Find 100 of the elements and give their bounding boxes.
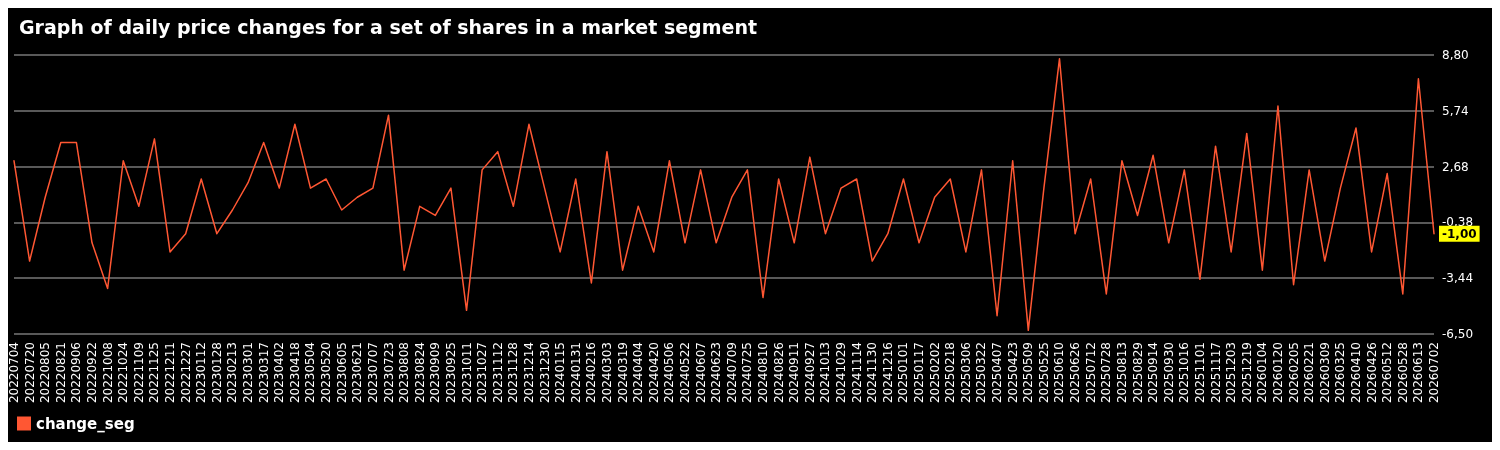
x-tick-label: 20250423 bbox=[1005, 342, 1020, 404]
x-tick-label: 20250712 bbox=[1083, 342, 1098, 404]
x-tick-label: 20260702 bbox=[1427, 342, 1441, 404]
y-tick-label: 8,80 bbox=[1442, 48, 1469, 62]
x-tick-label: 20240319 bbox=[615, 342, 630, 404]
x-tick-label: 20240115 bbox=[553, 342, 568, 404]
x-tick-label: 20251101 bbox=[1192, 342, 1207, 404]
x-tick-label: 20250218 bbox=[943, 342, 958, 404]
x-tick-label: 20250322 bbox=[974, 342, 989, 404]
x-tick-label: 20240709 bbox=[724, 342, 739, 404]
line-series bbox=[13, 57, 1435, 332]
x-tick-label: 20221109 bbox=[131, 342, 146, 404]
y-tick-label: 2,68 bbox=[1442, 159, 1469, 174]
x-tick-label: 20221227 bbox=[178, 342, 193, 404]
x-tick-label: 20241013 bbox=[818, 342, 833, 404]
y-tick-label: -6,50 bbox=[1442, 327, 1474, 341]
x-tick-label: 20241216 bbox=[880, 342, 895, 404]
x-tick-label: 20251016 bbox=[1177, 342, 1192, 404]
x-tick-label: 20220922 bbox=[85, 342, 100, 404]
x-tick-label: 20230621 bbox=[350, 342, 365, 404]
y-tick-label: -3,44 bbox=[1442, 271, 1474, 286]
x-tick-label: 20250101 bbox=[896, 342, 911, 404]
x-tick-label: 20240623 bbox=[709, 342, 724, 404]
x-tick-label: 20230402 bbox=[272, 342, 287, 404]
x-tick-label: 20220805 bbox=[38, 342, 53, 404]
x-tick-label: 20221024 bbox=[116, 342, 131, 404]
x-tick-label: 20251219 bbox=[1239, 342, 1254, 404]
x-tick-label: 20221211 bbox=[163, 342, 178, 404]
x-tick-label: 20231128 bbox=[506, 342, 521, 404]
x-tick-label: 20240810 bbox=[756, 342, 771, 404]
x-tick-label: 20250306 bbox=[958, 342, 973, 404]
x-tick-label: 20250525 bbox=[1036, 342, 1051, 404]
x-tick-label: 20231230 bbox=[537, 342, 552, 404]
x-tick-label: 20230317 bbox=[256, 342, 271, 404]
x-tick-label: 20231027 bbox=[475, 342, 490, 404]
x-tick-label: 20260221 bbox=[1302, 342, 1317, 404]
x-tick-label: 20250117 bbox=[912, 342, 927, 404]
x-tick-label: 20240826 bbox=[771, 342, 786, 404]
x-tick-label: 20230504 bbox=[303, 342, 318, 404]
x-tick-label: 20230213 bbox=[225, 342, 240, 404]
x-tick-label: 20220906 bbox=[69, 342, 84, 404]
x-tick-label: 20250626 bbox=[1068, 342, 1083, 404]
chart-title: Graph of daily price changes for a set of shares in a market segment bbox=[19, 15, 757, 38]
x-tick-label: 20230605 bbox=[334, 342, 349, 404]
x-tick-label: 20250610 bbox=[1052, 342, 1067, 404]
x-tick-label: 20240216 bbox=[584, 342, 599, 404]
x-tick-label: 20260528 bbox=[1395, 342, 1410, 404]
x-tick-label: 20240927 bbox=[802, 342, 817, 404]
x-tick-label: 20240506 bbox=[662, 342, 677, 404]
x-tick-label: 20231011 bbox=[459, 342, 474, 404]
x-tick-label: 20240725 bbox=[740, 342, 755, 404]
x-tick-label: 20221125 bbox=[147, 342, 162, 404]
x-tick-label: 20240607 bbox=[693, 342, 708, 404]
x-tick-label: 20240404 bbox=[631, 342, 646, 404]
x-tick-label: 20260512 bbox=[1380, 342, 1395, 404]
x-tick-label: 20230808 bbox=[397, 342, 412, 404]
x-tick-label: 20260613 bbox=[1411, 342, 1426, 404]
x-tick-label: 20251117 bbox=[1208, 342, 1223, 404]
x-tick-label: 20250728 bbox=[1099, 342, 1114, 404]
x-tick-label: 20241029 bbox=[834, 342, 849, 404]
x-tick-label: 20220720 bbox=[22, 342, 37, 404]
x-tick-label: 20231112 bbox=[490, 342, 505, 404]
x-tick-label: 20240303 bbox=[599, 342, 614, 404]
x-tick-label: 20240911 bbox=[787, 342, 802, 404]
x-tick-label: 20230707 bbox=[365, 342, 380, 404]
x-tick-label: 20240522 bbox=[677, 342, 692, 404]
legend-label: change_seg bbox=[36, 414, 135, 433]
x-tick-label: 20241130 bbox=[865, 342, 880, 404]
x-tick-label: 20230418 bbox=[287, 342, 302, 404]
x-tick-label: 20250407 bbox=[990, 342, 1005, 404]
x-tick-label: 20250813 bbox=[1114, 342, 1129, 404]
x-tick-label: 20220704 bbox=[7, 342, 21, 404]
x-tick-label: 20250930 bbox=[1161, 342, 1176, 404]
x-tick-label: 20230520 bbox=[319, 342, 334, 404]
x-tick-label: 20230909 bbox=[428, 342, 443, 404]
x-tick-label: 20260104 bbox=[1255, 342, 1270, 404]
x-tick-label: 20230723 bbox=[381, 342, 396, 404]
x-tick-label: 20250829 bbox=[1130, 342, 1145, 404]
x-tick-label: 20230925 bbox=[443, 342, 458, 404]
x-tick-label: 20231214 bbox=[521, 342, 536, 404]
x-tick-label: 20260325 bbox=[1333, 342, 1348, 404]
x-tick-label: 20250509 bbox=[1021, 342, 1036, 404]
x-tick-label: 20230112 bbox=[194, 342, 209, 404]
x-tick-label: 20220821 bbox=[53, 342, 68, 404]
x-tick-label: 20260410 bbox=[1348, 342, 1363, 404]
x-tick-label: 20250202 bbox=[927, 342, 942, 404]
x-tick-label: 20260205 bbox=[1286, 342, 1301, 404]
x-tick-label: 20250914 bbox=[1146, 342, 1161, 404]
y-tick-label: 5,74 bbox=[1442, 103, 1469, 118]
x-tick-label: 20260426 bbox=[1364, 342, 1379, 404]
x-tick-label: 20260120 bbox=[1270, 342, 1285, 404]
x-tick-label: 20230301 bbox=[241, 342, 256, 404]
x-tick-label: 20251203 bbox=[1224, 342, 1239, 404]
x-tick-label: 20240420 bbox=[646, 342, 661, 404]
data-label: -1,00 bbox=[1442, 226, 1477, 241]
x-tick-label: 20230128 bbox=[209, 342, 224, 404]
x-tick-label: 20230824 bbox=[412, 342, 427, 404]
x-tick-label: 20240131 bbox=[568, 342, 583, 404]
x-tick-label: 20260309 bbox=[1317, 342, 1332, 404]
x-tick-label: 20221008 bbox=[100, 342, 115, 404]
